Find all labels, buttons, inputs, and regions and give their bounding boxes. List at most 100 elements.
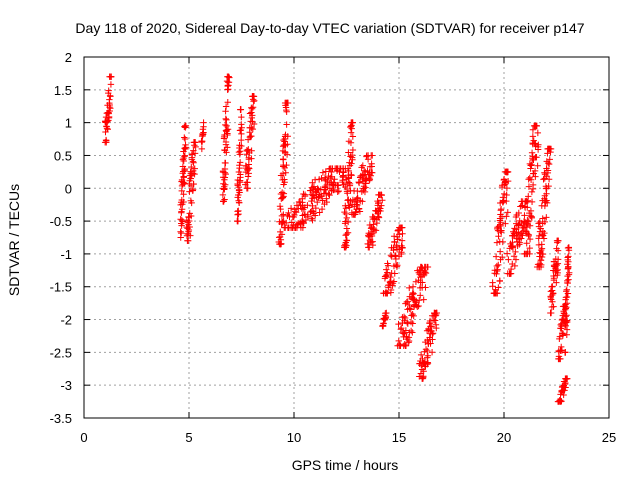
data-point (223, 126, 231, 134)
data-point (345, 179, 353, 186)
data-point (419, 279, 426, 286)
data-point (318, 175, 325, 182)
data-point (191, 165, 198, 172)
data-point (187, 212, 195, 220)
data-point (366, 177, 373, 184)
data-point (398, 237, 406, 244)
data-point (558, 347, 566, 354)
data-point (563, 312, 570, 319)
data-point (510, 252, 518, 260)
data-point (186, 223, 193, 231)
data-point (390, 246, 397, 254)
data-point (415, 302, 422, 310)
y-tick-label: -2.5 (50, 345, 72, 360)
data-point (431, 317, 439, 324)
data-point (378, 191, 385, 199)
data-point (419, 374, 427, 381)
data-point (235, 199, 243, 206)
data-point (284, 99, 292, 107)
data-point (391, 252, 399, 259)
data-point (222, 138, 230, 146)
data-point (537, 246, 545, 254)
data-point (105, 87, 112, 94)
data-point (223, 149, 230, 156)
data-point (188, 199, 195, 207)
data-point (349, 133, 357, 140)
data-point (409, 283, 417, 290)
data-point (550, 275, 558, 282)
data-point (518, 230, 525, 237)
data-point (335, 182, 342, 189)
data-point (280, 136, 287, 144)
chart-title: Day 118 of 2020, Sidereal Day-to-day VTE… (75, 20, 584, 36)
data-point (221, 169, 229, 176)
y-tick-label: -3 (60, 378, 72, 393)
data-point (347, 139, 355, 146)
data-point (354, 194, 361, 201)
data-point (406, 284, 413, 292)
data-point (534, 129, 542, 137)
data-point (537, 257, 545, 264)
data-point (422, 284, 429, 291)
y-tick-label: 1.5 (54, 83, 72, 98)
data-point (181, 144, 188, 152)
data-point (309, 179, 316, 186)
data-point (181, 123, 188, 130)
y-tick-label: 2 (65, 50, 72, 65)
data-point (354, 201, 361, 209)
data-point (248, 147, 255, 154)
data-point (187, 175, 195, 182)
data-point (421, 269, 429, 276)
data-point (308, 191, 316, 198)
data-point (283, 151, 291, 158)
data-point (315, 194, 322, 201)
data-point (283, 161, 290, 169)
data-point (489, 279, 496, 286)
data-point (369, 241, 377, 249)
data-point (563, 304, 570, 311)
data-point (424, 352, 432, 359)
data-point (328, 179, 335, 187)
data-point (393, 233, 401, 240)
data-point (339, 177, 346, 184)
data-point (533, 122, 540, 130)
data-point (405, 334, 413, 341)
data-point (280, 156, 287, 163)
data-point (528, 214, 536, 222)
data-point (321, 174, 329, 181)
data-point (545, 182, 552, 190)
data-point (425, 326, 433, 334)
data-points (101, 73, 573, 405)
data-point (345, 149, 352, 156)
y-tick-label: 0.5 (54, 148, 72, 163)
data-point (356, 208, 364, 215)
data-point (343, 242, 350, 249)
data-point (181, 134, 188, 141)
data-point (504, 168, 512, 176)
data-point (283, 219, 290, 227)
data-point (104, 126, 111, 133)
data-point (564, 290, 572, 297)
data-point (377, 207, 384, 215)
data-point (540, 235, 548, 242)
data-point (399, 230, 406, 237)
data-point (511, 225, 518, 232)
y-tick-label: -1 (60, 247, 72, 262)
data-point (495, 233, 502, 240)
data-point (504, 209, 511, 216)
data-point (225, 73, 232, 80)
data-point (362, 180, 370, 187)
data-point (414, 303, 421, 310)
data-point (553, 279, 560, 286)
data-point (424, 360, 432, 367)
data-point (398, 224, 406, 231)
data-point (328, 187, 335, 195)
data-point (238, 113, 245, 121)
data-point (398, 250, 405, 258)
data-point (554, 256, 562, 263)
x-tick-label: 25 (602, 430, 616, 445)
data-point (298, 205, 305, 212)
data-point (349, 119, 356, 126)
data-point (525, 232, 532, 240)
data-point (563, 300, 571, 307)
